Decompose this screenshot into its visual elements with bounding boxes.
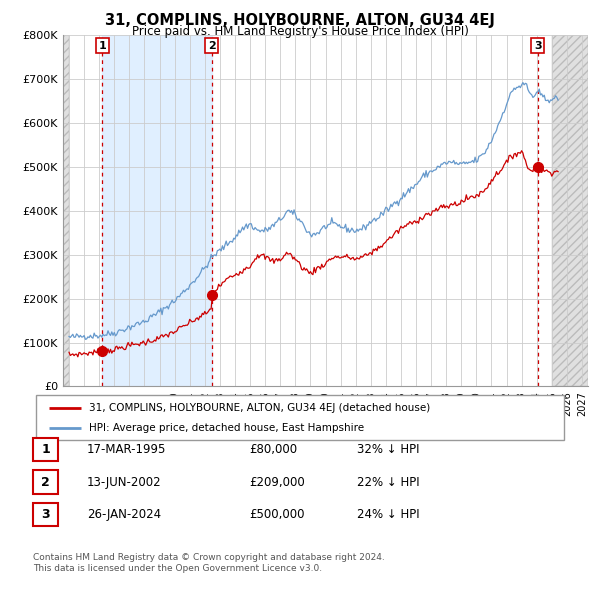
Text: 1: 1 [41, 443, 50, 456]
Text: 1: 1 [98, 41, 106, 51]
Text: 31, COMPLINS, HOLYBOURNE, ALTON, GU34 4EJ (detached house): 31, COMPLINS, HOLYBOURNE, ALTON, GU34 4E… [89, 403, 430, 412]
Bar [63, 35, 69, 386]
Text: 3: 3 [534, 41, 542, 51]
Text: Contains HM Land Registry data © Crown copyright and database right 2024.
This d: Contains HM Land Registry data © Crown c… [33, 553, 385, 573]
Text: £209,000: £209,000 [249, 476, 305, 489]
Text: 31, COMPLINS, HOLYBOURNE, ALTON, GU34 4EJ: 31, COMPLINS, HOLYBOURNE, ALTON, GU34 4E… [105, 13, 495, 28]
Text: 13-JUN-2002: 13-JUN-2002 [87, 476, 161, 489]
Text: HPI: Average price, detached house, East Hampshire: HPI: Average price, detached house, East… [89, 424, 364, 434]
Bar [103, 35, 212, 386]
Bar [552, 35, 588, 386]
Text: £80,000: £80,000 [249, 443, 297, 456]
Text: 24% ↓ HPI: 24% ↓ HPI [357, 508, 419, 521]
Text: 2: 2 [208, 41, 215, 51]
Text: 32% ↓ HPI: 32% ↓ HPI [357, 443, 419, 456]
Text: 3: 3 [41, 508, 50, 521]
Text: 26-JAN-2024: 26-JAN-2024 [87, 508, 161, 521]
Text: £500,000: £500,000 [249, 508, 305, 521]
Text: 2: 2 [41, 476, 50, 489]
Text: 22% ↓ HPI: 22% ↓ HPI [357, 476, 419, 489]
Text: 17-MAR-1995: 17-MAR-1995 [87, 443, 166, 456]
Text: Price paid vs. HM Land Registry's House Price Index (HPI): Price paid vs. HM Land Registry's House … [131, 25, 469, 38]
